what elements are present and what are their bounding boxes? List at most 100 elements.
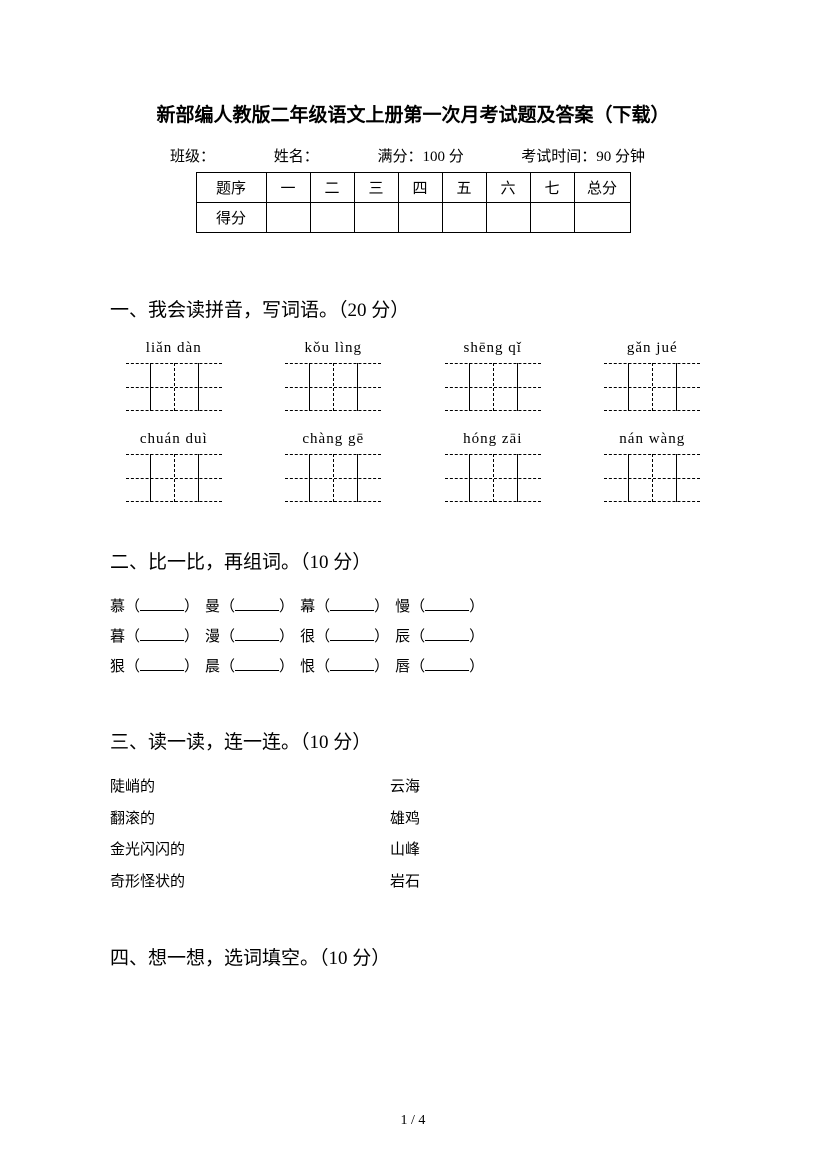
- pinyin-label: liǎn dàn: [146, 340, 202, 357]
- table-cell: [266, 203, 310, 233]
- pinyin-item: kǒu lìng: [274, 340, 394, 411]
- table-cell: [442, 203, 486, 233]
- writing-box-pair: [126, 363, 222, 411]
- match-right: 雄鸡: [390, 804, 490, 836]
- compare-line: 暮（） 漫（） 很（） 辰（）: [110, 622, 716, 652]
- pinyin-item: chàng gē: [274, 431, 394, 502]
- pinyin-item: nán wàng: [593, 431, 713, 502]
- class-label: 班级：: [170, 145, 270, 166]
- section-2: 二、比一比，再组词。（10 分） 慕（） 曼（） 幕（） 慢（） 暮（） 漫（） 很（） 辰（…: [110, 547, 716, 682]
- match-left: 翻滚的: [110, 804, 390, 836]
- pinyin-item: gǎn jué: [593, 340, 713, 411]
- compare-item: 慕（）: [110, 599, 199, 615]
- pinyin-grid: liǎn dàn kǒu lìng shēng qǐ gǎn jué chuán du…: [110, 340, 716, 502]
- match-left: 陡峭的: [110, 772, 390, 804]
- compare-item: 暮（）: [110, 629, 199, 645]
- table-cell: [574, 203, 630, 233]
- section-4: 四、想一想，选词填空。（10 分）: [110, 943, 716, 970]
- fill-blank: [235, 596, 279, 611]
- page-number: 1 / 4: [0, 1113, 826, 1129]
- name-label: 姓名：: [274, 145, 374, 166]
- pinyin-item: liǎn dàn: [114, 340, 234, 411]
- table-cell: [354, 203, 398, 233]
- pinyin-label: chuán duì: [140, 431, 208, 448]
- pinyin-label: kǒu lìng: [304, 340, 362, 357]
- table-cell: 三: [354, 173, 398, 203]
- section-3: 三、读一读，连一连。（10 分） 陡峭的云海翻滚的雄鸡金光闪闪的山峰奇形怪状的岩…: [110, 727, 716, 898]
- writing-box-pair: [445, 454, 541, 502]
- compare-item: 辰（）: [395, 629, 484, 645]
- pinyin-item: shēng qǐ: [433, 340, 553, 411]
- fill-blank: [235, 626, 279, 641]
- section-title: 一、我会读拼音，写词语。（20 分）: [110, 295, 716, 322]
- table-cell: 五: [442, 173, 486, 203]
- pinyin-label: hóng zāi: [463, 431, 522, 448]
- match-right: 云海: [390, 772, 490, 804]
- writing-box-pair: [604, 454, 700, 502]
- full-marks-label: 满分：100 分: [378, 145, 518, 166]
- table-row: 题序一二三四五六七总分: [196, 173, 630, 203]
- exam-time-label: 考试时间：90 分钟: [521, 145, 691, 166]
- table-cell: [486, 203, 530, 233]
- compare-item: 曼（）: [205, 599, 294, 615]
- score-table: 题序一二三四五六七总分 得分: [196, 172, 631, 233]
- table-cell: [310, 203, 354, 233]
- compare-item: 幕（）: [300, 599, 389, 615]
- compare-lines: 慕（） 曼（） 幕（） 慢（） 暮（） 漫（） 很（） 辰（） 狠（） 晨（） 恨（） 唇（）: [110, 592, 716, 682]
- writing-box-pair: [604, 363, 700, 411]
- table-cell: 一: [266, 173, 310, 203]
- fill-blank: [140, 626, 184, 641]
- match-left: 奇形怪状的: [110, 867, 390, 899]
- match-row: 陡峭的云海: [110, 772, 716, 804]
- fill-blank: [140, 596, 184, 611]
- compare-item: 唇（）: [395, 659, 484, 675]
- document-title: 新部编人教版二年级语文上册第一次月考试题及答案（下载）: [110, 100, 716, 127]
- match-right: 山峰: [390, 835, 490, 867]
- match-row: 金光闪闪的山峰: [110, 835, 716, 867]
- exam-header: 班级： 姓名： 满分：100 分 考试时间：90 分钟: [110, 145, 716, 166]
- pinyin-item: chuán duì: [114, 431, 234, 502]
- compare-item: 恨（）: [300, 659, 389, 675]
- table-row: 得分: [196, 203, 630, 233]
- compare-line: 慕（） 曼（） 幕（） 慢（）: [110, 592, 716, 622]
- fill-blank: [330, 596, 374, 611]
- pinyin-item: hóng zāi: [433, 431, 553, 502]
- compare-item: 慢（）: [395, 599, 484, 615]
- fill-blank: [330, 626, 374, 641]
- table-cell: 二: [310, 173, 354, 203]
- fill-blank: [425, 626, 469, 641]
- compare-item: 漫（）: [205, 629, 294, 645]
- table-cell: 七: [530, 173, 574, 203]
- fill-blank: [330, 656, 374, 671]
- writing-box-pair: [285, 454, 381, 502]
- writing-box-pair: [126, 454, 222, 502]
- writing-box-pair: [285, 363, 381, 411]
- table-cell: 题序: [196, 173, 266, 203]
- table-cell: 得分: [196, 203, 266, 233]
- section-1: 一、我会读拼音，写词语。（20 分） liǎn dàn kǒu lìng shēng…: [110, 295, 716, 502]
- pinyin-label: shēng qǐ: [464, 340, 522, 357]
- fill-blank: [140, 656, 184, 671]
- table-cell: [530, 203, 574, 233]
- table-cell: [398, 203, 442, 233]
- compare-item: 很（）: [300, 629, 389, 645]
- compare-item: 狠（）: [110, 659, 199, 675]
- compare-line: 狠（） 晨（） 恨（） 唇（）: [110, 652, 716, 682]
- match-row: 奇形怪状的岩石: [110, 867, 716, 899]
- pinyin-label: gǎn jué: [627, 340, 678, 357]
- fill-blank: [235, 656, 279, 671]
- writing-box-pair: [445, 363, 541, 411]
- match-grid: 陡峭的云海翻滚的雄鸡金光闪闪的山峰奇形怪状的岩石: [110, 772, 716, 898]
- pinyin-label: chàng gē: [302, 431, 364, 448]
- pinyin-label: nán wàng: [619, 431, 685, 448]
- match-left: 金光闪闪的: [110, 835, 390, 867]
- match-row: 翻滚的雄鸡: [110, 804, 716, 836]
- match-right: 岩石: [390, 867, 490, 899]
- table-cell: 四: [398, 173, 442, 203]
- fill-blank: [425, 596, 469, 611]
- compare-item: 晨（）: [205, 659, 294, 675]
- fill-blank: [425, 656, 469, 671]
- table-cell: 总分: [574, 173, 630, 203]
- section-title: 三、读一读，连一连。（10 分）: [110, 727, 716, 754]
- section-title: 二、比一比，再组词。（10 分）: [110, 547, 716, 574]
